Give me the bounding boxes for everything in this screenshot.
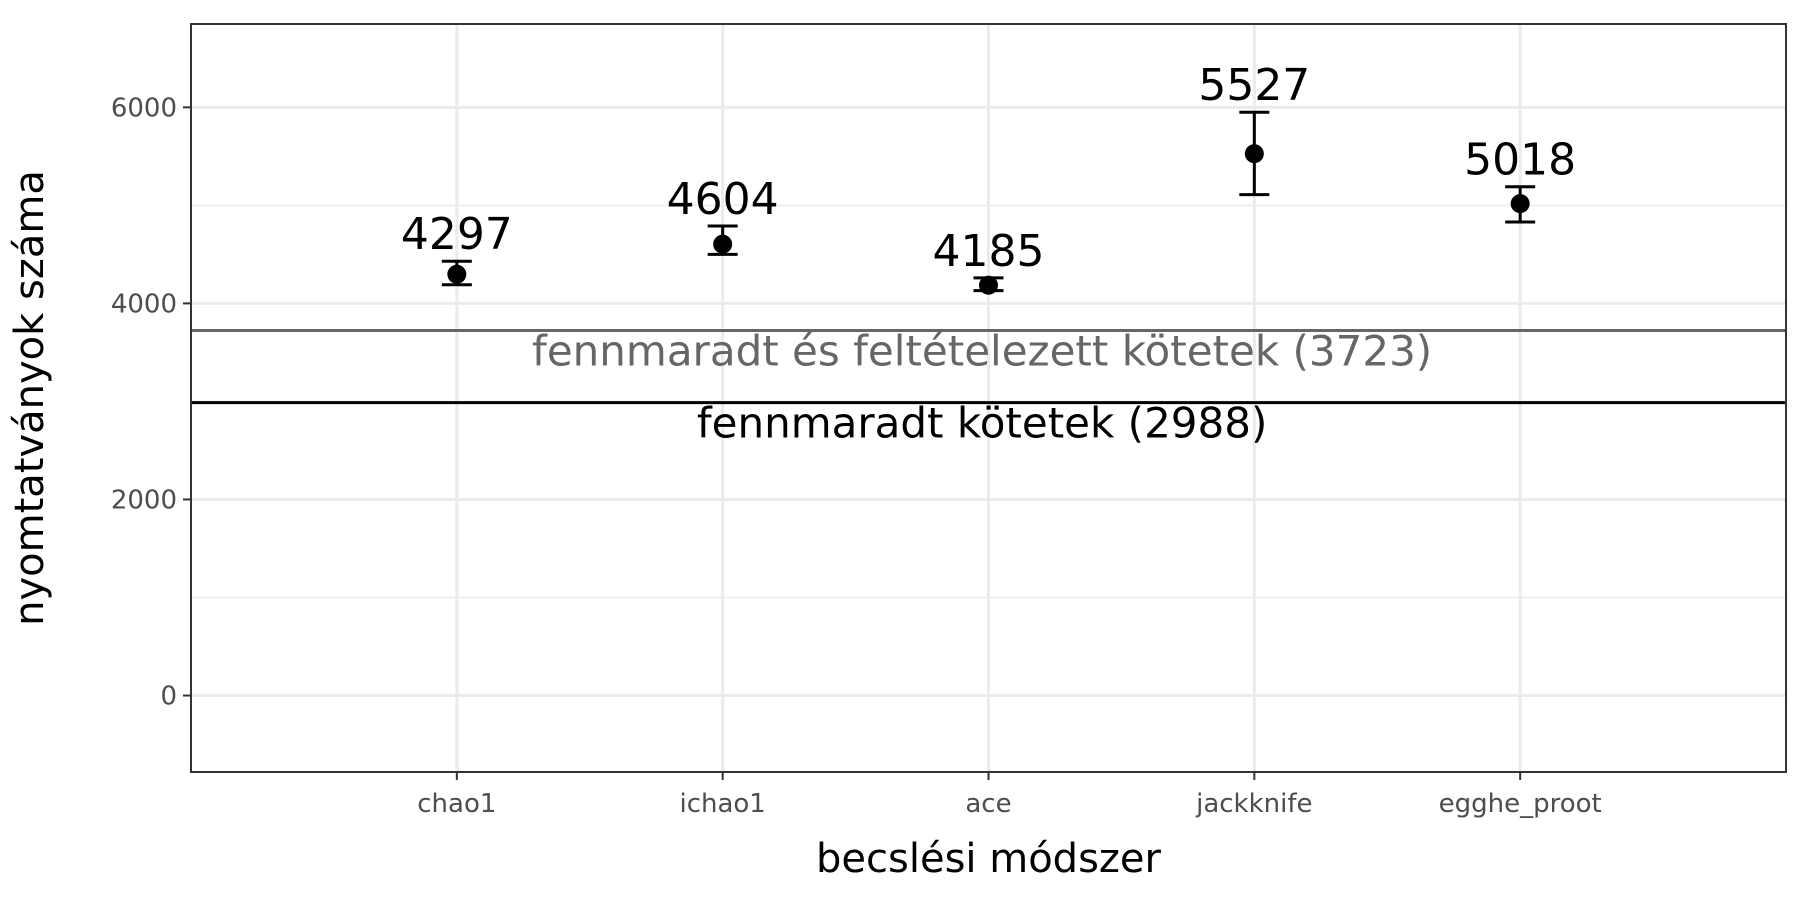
data-point-group: 4297 — [401, 209, 513, 287]
axes: 0 2000 4000 6000 chao1 ichao1 ace jackknife eggh… — [111, 93, 1602, 819]
data-label: 4297 — [401, 209, 513, 260]
y-axis-title: nyomtatványok száma — [7, 170, 53, 626]
x-tick-label: ichao1 — [679, 789, 765, 819]
x-tick-label: ace — [965, 789, 1011, 819]
reference-lines: fennmaradt és feltételezett kötetek (372… — [191, 327, 1786, 448]
y-tick-label: 6000 — [111, 93, 177, 123]
data-point — [1244, 144, 1264, 164]
reference-line-label: fennmaradt és feltételezett kötetek (372… — [532, 327, 1432, 376]
data-points: 4297 4604 4185 5527 5018 — [401, 60, 1576, 295]
y-tick-label: 0 — [160, 682, 177, 712]
data-label: 5527 — [1198, 60, 1310, 111]
data-point — [979, 275, 998, 295]
data-point-group: 4604 — [667, 174, 779, 256]
data-point — [713, 234, 733, 254]
y-tick-label: 2000 — [111, 485, 177, 515]
x-axis-title: becslési módszer — [816, 836, 1161, 882]
data-label: 5018 — [1464, 135, 1576, 186]
reference-line-label: fennmaradt kötetek (2988) — [697, 399, 1267, 448]
data-label: 4185 — [933, 226, 1045, 277]
data-label: 4604 — [667, 174, 779, 225]
x-tick-label: chao1 — [417, 789, 496, 819]
data-point-group: 5018 — [1464, 135, 1576, 224]
x-tick-label: egghe_proot — [1439, 789, 1602, 819]
grid-layer — [191, 24, 1786, 772]
x-tick-label: jackknife — [1195, 789, 1312, 819]
data-point-group: 5527 — [1198, 60, 1310, 197]
data-point — [1510, 194, 1530, 214]
y-tick-label: 4000 — [111, 289, 177, 319]
data-point-group: 4185 — [933, 226, 1045, 295]
data-point — [447, 264, 467, 284]
